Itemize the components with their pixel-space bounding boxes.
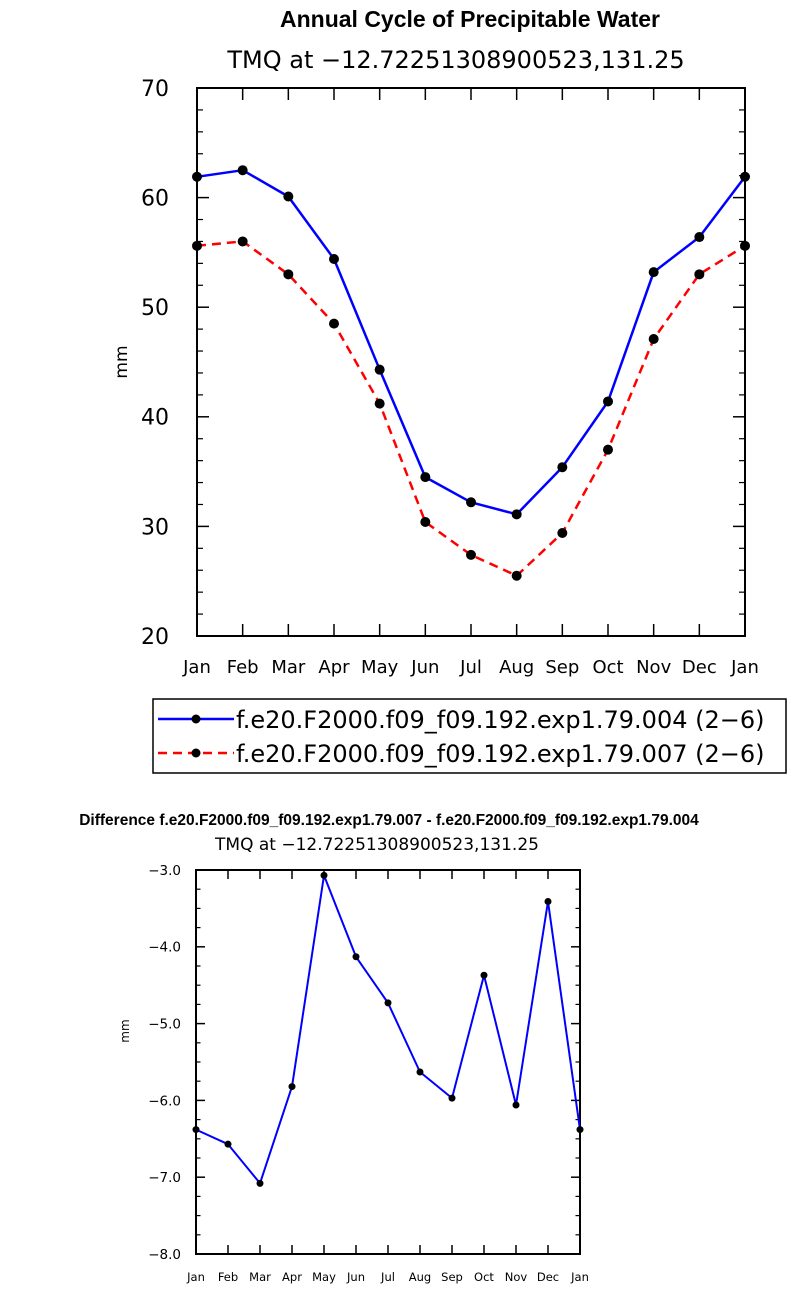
chart1-series-2-point — [511, 570, 522, 581]
chart1-title: Annual Cycle of Precipitable Water — [280, 6, 660, 32]
chart2-xtick-label: May — [312, 1270, 336, 1284]
chart1-ytick-label: 70 — [141, 77, 169, 102]
chart1-xtick-label: Jul — [459, 657, 482, 678]
chart1-ylabel: mm — [112, 345, 132, 378]
chart2-xtick-label: Mar — [249, 1270, 271, 1284]
chart1-ytick-label: 30 — [141, 515, 169, 540]
chart1-xtick-label: Nov — [636, 657, 671, 678]
chart1-series-1-point — [740, 171, 750, 182]
chart1-series-2-point — [283, 269, 294, 280]
chart1-series-2-point — [374, 398, 385, 409]
chart2-ytick-label: −6.0 — [148, 1093, 181, 1109]
chart1-series-1-point — [557, 462, 568, 473]
chart1-series-1-point — [603, 396, 613, 407]
chart1-xtick-label: Aug — [499, 657, 534, 678]
chart1-series-1-point — [511, 509, 522, 520]
chart1-series-1-point — [466, 497, 476, 508]
chart2-title: Difference f.e20.F2000.f09_f09.192.exp1.… — [79, 812, 699, 829]
chart2-series-1-point — [224, 1140, 232, 1148]
chart1-series-line-1 — [196, 168, 746, 516]
chart1-xtick-label: Dec — [682, 657, 717, 678]
chart1-xtick-label: Mar — [271, 657, 306, 678]
chart1-xtick-label: May — [361, 657, 399, 678]
chart1-xtick-label: Jan — [182, 657, 211, 678]
chart2-xtick-label: Sep — [441, 1270, 463, 1284]
chart2-series-1-point — [576, 1126, 584, 1134]
chart2-series-line-1 — [195, 874, 581, 1185]
chart2-xtick-label: Apr — [282, 1270, 302, 1284]
chart2-xtick-label: Jun — [346, 1270, 365, 1284]
legend-label-series-2: f.e20.F2000.f09_f09.192.exp1.79.007 (2−6… — [236, 740, 764, 768]
chart2-series-1-point — [448, 1094, 456, 1102]
chart1-series-2-point — [740, 240, 750, 251]
chart1-series-2-point — [694, 269, 705, 280]
chart1-series-2-point — [192, 240, 202, 251]
chart2-series-1-point — [352, 953, 360, 961]
chart1-ytick-label: 20 — [141, 625, 169, 650]
chart2-xtick-label: Feb — [218, 1270, 238, 1284]
legend-marker-series-1 — [191, 714, 201, 724]
chart1-series-1-point — [694, 232, 705, 243]
chart2-subtitle: TMQ at −12.72251308900523,131.25 — [214, 835, 539, 855]
chart1-series-2-point — [420, 517, 431, 528]
chart1-series-1-point — [192, 171, 202, 182]
chart2-series-1-point — [544, 897, 552, 905]
chart1-series-1-point — [648, 267, 659, 278]
chart1-xtick-label: Sep — [545, 657, 579, 678]
chart1-series-2-point — [648, 333, 659, 344]
chart2-xtick-label: Jul — [380, 1270, 395, 1284]
chart2-ytick-label: −7.0 — [148, 1170, 181, 1186]
chart1-xtick-label: Jan — [730, 657, 759, 678]
chart2-series-1-point — [320, 871, 328, 879]
chart1-series-1-point — [237, 165, 248, 176]
chart1-series-1-point — [329, 253, 339, 264]
chart2-ytick-label: −5.0 — [148, 1016, 181, 1032]
chart1-axes: 20 30 40 50 60 70 Jan Feb Mar Apr May Jun Jul Aug Sep O… — [141, 77, 759, 678]
chart1-subtitle: TMQ at −12.72251308900523,131.25 — [226, 46, 684, 74]
chart1-series-2-point — [603, 444, 613, 455]
chart1-xtick-label: Feb — [227, 657, 259, 678]
chart1-series-line-2 — [196, 240, 746, 577]
chart2-series-1-point — [480, 971, 488, 979]
chart1-xtick-label: Jun — [410, 657, 439, 678]
legend-box — [152, 698, 787, 774]
chart1-series-1-point — [374, 364, 385, 375]
chart2-xtick-label: Dec — [537, 1270, 559, 1284]
chart2-axes: −8.0 −7.0 −6.0 −5.0 −4.0 −3.0 Jan Feb Mar Apr May J… — [148, 863, 589, 1284]
chart1-series-1-point — [283, 191, 294, 202]
chart2-series-1-point — [384, 999, 392, 1007]
chart2-xtick-label: Oct — [474, 1270, 494, 1284]
chart2-ytick-label: −3.0 — [148, 863, 181, 879]
chart2-xtick-label: Nov — [505, 1270, 528, 1284]
chart1-series-1-point — [420, 472, 431, 483]
chart2-xtick-label: Jan — [186, 1270, 205, 1284]
chart2-series-1-point — [288, 1083, 296, 1091]
chart2-ytick-label: −8.0 — [148, 1247, 181, 1263]
chart2-ylabel: mm — [118, 1019, 132, 1042]
legend-marker-series-2 — [191, 748, 201, 758]
chart2-xtick-label: Aug — [409, 1270, 431, 1284]
chart2-series-1-point — [192, 1126, 200, 1134]
chart1-ytick-label: 60 — [141, 187, 169, 212]
chart1-series-2-point — [466, 549, 476, 560]
chart1-series-2-point — [557, 527, 568, 538]
legend-label-series-1: f.e20.F2000.f09_f09.192.exp1.79.004 (2−6… — [236, 706, 764, 734]
chart2-series-1-point — [416, 1068, 424, 1076]
chart1-xtick-label: Oct — [592, 657, 623, 678]
chart2-series-1-point — [256, 1179, 264, 1187]
chart1-legend: f.e20.F2000.f09_f09.192.exp1.79.004 (2−6… — [152, 698, 787, 774]
chart1-xtick-label: Apr — [318, 657, 350, 678]
chart1-series-2-point — [329, 318, 339, 329]
chart1-series-2-point — [237, 236, 248, 247]
chart2-series-1-point — [512, 1101, 520, 1109]
chart1-ytick-label: 40 — [141, 406, 169, 431]
chart2-plot-area — [192, 871, 584, 1187]
chart1-ytick-label: 50 — [141, 296, 169, 321]
chart1-plot-area — [192, 165, 750, 581]
chart2-ytick-label: −4.0 — [148, 940, 181, 956]
chart2-xtick-label: Jan — [570, 1270, 589, 1284]
